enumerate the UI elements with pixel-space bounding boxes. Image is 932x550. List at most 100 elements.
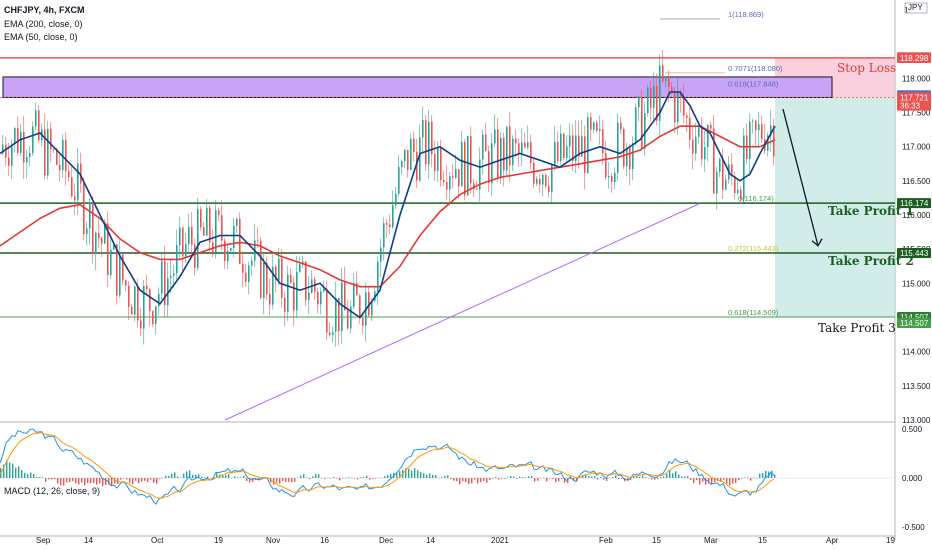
candle	[740, 189, 742, 200]
macd-histogram-bar	[150, 478, 152, 480]
candle	[308, 292, 310, 301]
macd-histogram-bar	[762, 473, 764, 478]
macd-histogram-bar	[291, 478, 293, 483]
macd-histogram-bar	[582, 474, 584, 478]
macd-histogram-bar	[660, 477, 662, 478]
macd-histogram-bar	[618, 478, 620, 480]
candle	[578, 135, 580, 157]
macd-histogram-bar	[690, 478, 692, 481]
macd-histogram-bar	[759, 473, 761, 478]
candle	[404, 149, 406, 161]
candle	[575, 135, 577, 162]
resistance-zone[interactable]	[2, 76, 833, 98]
candle	[458, 169, 460, 187]
candle	[443, 179, 445, 183]
macd-histogram-bar	[129, 478, 131, 483]
candle	[416, 151, 418, 181]
ema50-line[interactable]	[0, 91, 776, 319]
candle	[218, 210, 220, 216]
time-tick-label: 16	[320, 536, 329, 545]
macd-histogram-bar	[504, 478, 506, 479]
ema200-legend[interactable]: EMA (200, close, 0)	[4, 19, 83, 29]
candle	[221, 215, 223, 241]
macd-histogram-bar	[177, 476, 179, 478]
candle	[344, 282, 346, 311]
macd-histogram-bar	[126, 478, 128, 480]
currency-box[interactable]	[904, 2, 928, 14]
candle	[191, 226, 193, 245]
macd-histogram-bar	[453, 478, 455, 481]
short-arrow[interactable]	[782, 108, 819, 246]
candle	[287, 274, 289, 312]
candle	[461, 142, 463, 187]
macd-histogram-bar	[555, 478, 557, 483]
candle	[659, 65, 661, 121]
time-tick-label: Dec	[379, 536, 393, 545]
main-pane[interactable]	[0, 0, 895, 420]
candle	[278, 258, 280, 281]
macd-histogram-bar	[297, 477, 299, 479]
macd-histogram-bar	[720, 478, 722, 482]
macd-line[interactable]	[0, 428, 775, 506]
candle	[98, 232, 100, 239]
price-tick-label: 117.000	[902, 143, 931, 152]
candle	[326, 288, 328, 333]
candle	[620, 122, 622, 130]
candle	[521, 142, 523, 154]
signal-line[interactable]	[0, 432, 775, 499]
candle	[539, 178, 541, 185]
macd-histogram-bar	[495, 477, 497, 478]
candle	[422, 120, 424, 138]
candle	[170, 275, 172, 278]
candle	[194, 244, 196, 268]
candle	[731, 164, 733, 177]
macd-histogram-bar	[123, 477, 125, 479]
macd-histogram-bar	[45, 478, 47, 482]
symbol-legend[interactable]: CHFJPY, 4h, FXCM	[4, 5, 85, 15]
candle	[473, 183, 475, 189]
macd-legend[interactable]: MACD (12, 26, close, 9)	[4, 486, 101, 496]
macd-histogram-bar	[303, 474, 305, 478]
macd-histogram-bar	[708, 478, 710, 484]
candle	[380, 247, 382, 262]
macd-histogram-bar	[522, 477, 524, 478]
fib-label: 0(116.174)	[738, 194, 774, 203]
macd-histogram-bar	[201, 476, 203, 478]
candle	[695, 136, 697, 154]
macd-histogram-bar	[336, 478, 338, 479]
ema200-line[interactable]	[0, 125, 776, 288]
candle	[608, 176, 610, 178]
stop-loss-label: Stop Loss	[837, 61, 896, 75]
candle	[80, 163, 82, 184]
target-zone[interactable]	[775, 97, 895, 318]
candle	[290, 274, 292, 283]
macd-histogram-bar	[138, 478, 140, 484]
macd-histogram-bar	[15, 467, 17, 478]
ema50-legend[interactable]: EMA (50, close, 0)	[4, 32, 78, 42]
macd-histogram-bar	[192, 474, 194, 478]
candle	[83, 183, 85, 235]
candle	[467, 136, 469, 196]
candle	[164, 261, 166, 306]
macd-histogram-bar	[492, 478, 494, 479]
candle	[644, 113, 646, 149]
candle	[410, 138, 412, 170]
candle	[398, 167, 400, 194]
candle	[464, 142, 466, 196]
candle	[212, 242, 214, 252]
macd-histogram-bar	[36, 476, 38, 478]
candle	[452, 176, 454, 178]
macd-histogram-bar	[357, 478, 359, 480]
macd-histogram-bar	[429, 473, 431, 478]
time-tick-label: Sep	[36, 536, 51, 545]
support-trendline[interactable]	[224, 202, 701, 421]
macd-histogram-bar	[78, 478, 80, 485]
candle	[734, 176, 736, 194]
candle	[239, 219, 241, 264]
macd-histogram-bar	[54, 478, 56, 480]
candle	[122, 254, 124, 281]
macd-histogram-bar	[444, 475, 446, 478]
macd-histogram-bar	[234, 476, 236, 478]
candle	[50, 128, 52, 150]
